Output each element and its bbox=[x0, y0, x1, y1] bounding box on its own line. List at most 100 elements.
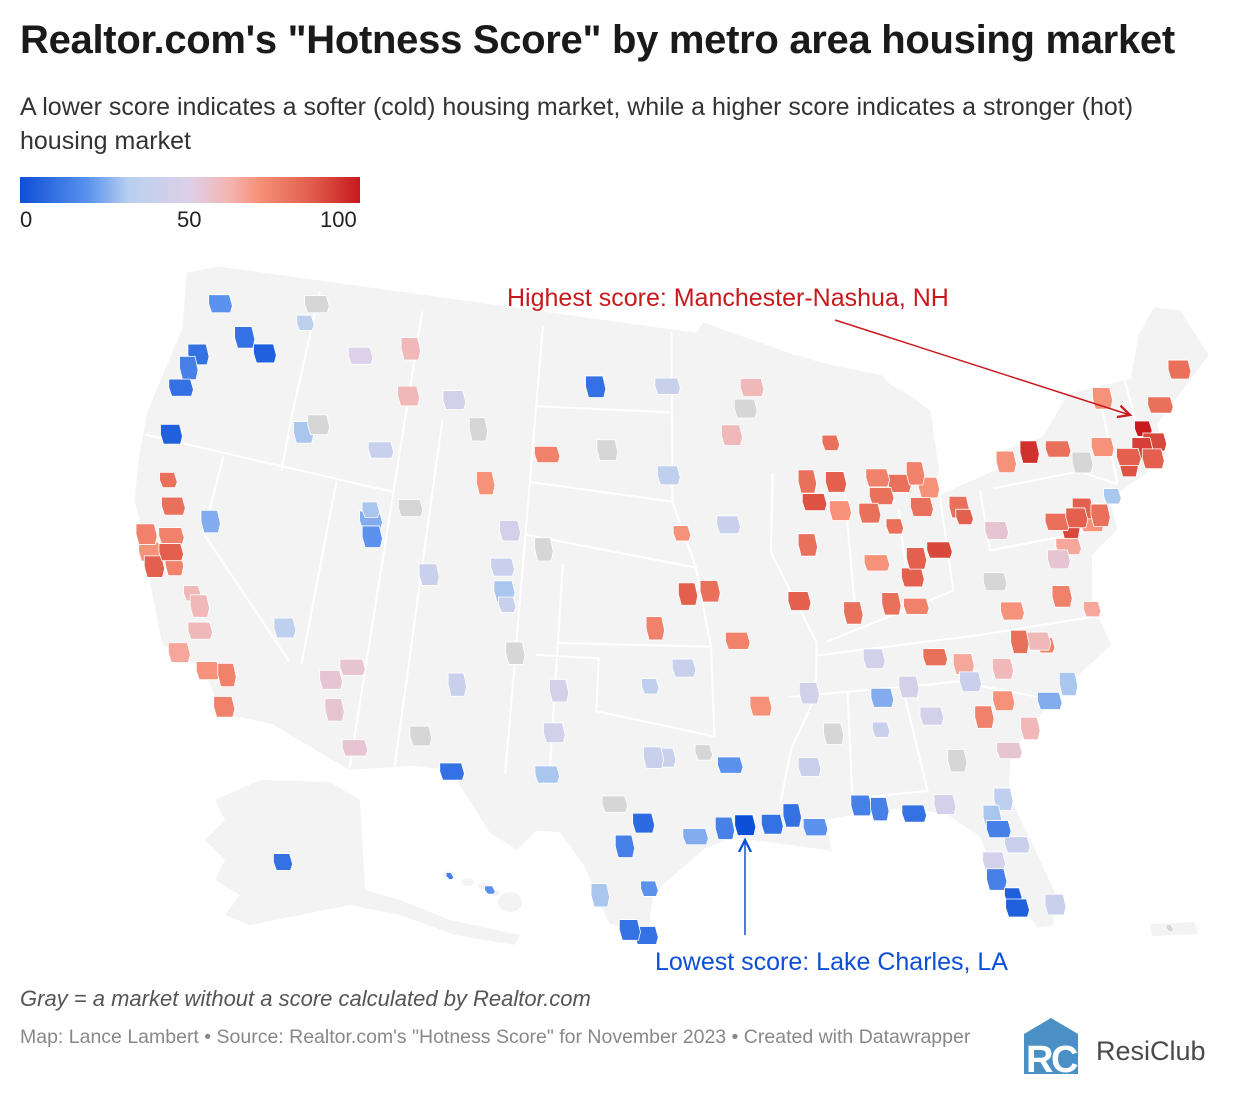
metro-area[interactable] bbox=[273, 853, 294, 871]
metro-area[interactable] bbox=[1000, 601, 1025, 621]
metro-area[interactable] bbox=[992, 690, 1016, 712]
metro-area[interactable] bbox=[654, 377, 681, 395]
metro-area[interactable] bbox=[1090, 503, 1111, 527]
metro-area[interactable] bbox=[926, 541, 953, 559]
metro-area[interactable] bbox=[135, 523, 158, 545]
metro-area[interactable] bbox=[534, 765, 561, 784]
metro-area[interactable] bbox=[160, 423, 183, 445]
metro-area[interactable] bbox=[1167, 359, 1192, 380]
metro-area[interactable] bbox=[885, 518, 905, 535]
metro-area[interactable] bbox=[933, 794, 957, 815]
metro-area[interactable] bbox=[476, 471, 496, 496]
metro-area[interactable] bbox=[445, 872, 455, 880]
metro-area[interactable] bbox=[442, 390, 467, 410]
metro-area[interactable] bbox=[158, 543, 184, 562]
metro-area[interactable] bbox=[1116, 447, 1142, 466]
metro-area[interactable] bbox=[643, 746, 665, 769]
metro-area[interactable] bbox=[656, 465, 681, 486]
metro-area-no-score[interactable] bbox=[397, 499, 424, 517]
metro-area[interactable] bbox=[797, 757, 822, 777]
metro-area[interactable] bbox=[986, 868, 1008, 891]
metro-area[interactable] bbox=[677, 582, 699, 606]
metro-area[interactable] bbox=[672, 525, 692, 542]
metro-area-no-score[interactable] bbox=[694, 744, 714, 761]
metro-area[interactable] bbox=[982, 851, 1006, 872]
metro-area[interactable] bbox=[1037, 691, 1063, 710]
metro-area[interactable] bbox=[671, 658, 697, 678]
metro-area[interactable] bbox=[1010, 629, 1030, 654]
metro-area[interactable] bbox=[955, 508, 974, 526]
metro-area[interactable] bbox=[870, 687, 895, 708]
metro-area[interactable] bbox=[1026, 631, 1052, 651]
metro-area[interactable] bbox=[749, 695, 773, 717]
metro-area[interactable] bbox=[484, 885, 496, 895]
metro-area[interactable] bbox=[802, 818, 829, 837]
metro-area[interactable] bbox=[187, 621, 213, 640]
metro-area[interactable] bbox=[640, 880, 659, 897]
metro-area[interactable] bbox=[400, 337, 421, 361]
metro-area-no-score[interactable] bbox=[505, 641, 526, 665]
metro-area-no-score[interactable] bbox=[468, 417, 489, 442]
metro-area-no-score[interactable] bbox=[1071, 451, 1094, 474]
metro-area[interactable] bbox=[725, 631, 751, 650]
metro-area[interactable] bbox=[324, 698, 345, 722]
metro-area[interactable] bbox=[590, 883, 610, 908]
metro-area[interactable] bbox=[1058, 671, 1079, 697]
metro-area[interactable] bbox=[1147, 396, 1174, 414]
metro-area[interactable] bbox=[1051, 585, 1073, 608]
metro-area[interactable] bbox=[716, 515, 741, 535]
metro-area[interactable] bbox=[717, 756, 744, 774]
metro-area[interactable] bbox=[901, 804, 927, 823]
metro-area[interactable] bbox=[919, 706, 945, 726]
metro-area[interactable] bbox=[159, 471, 178, 489]
metro-area[interactable] bbox=[863, 554, 891, 572]
metro-area[interactable] bbox=[1004, 836, 1031, 854]
metro-area[interactable] bbox=[870, 797, 890, 822]
metro-area[interactable] bbox=[614, 834, 636, 858]
metro-area[interactable] bbox=[632, 812, 656, 834]
metro-area[interactable] bbox=[397, 385, 421, 407]
metro-area[interactable] bbox=[361, 501, 381, 518]
metro-area-no-score[interactable] bbox=[534, 537, 554, 562]
metro-area[interactable] bbox=[714, 816, 736, 840]
metro-area[interactable] bbox=[548, 679, 570, 703]
metro-area[interactable] bbox=[339, 658, 366, 676]
metro-area[interactable] bbox=[720, 424, 743, 446]
metro-area[interactable] bbox=[682, 828, 709, 846]
metro-area[interactable] bbox=[974, 705, 995, 729]
metro-area[interactable] bbox=[901, 567, 925, 588]
metro-area[interactable] bbox=[1020, 716, 1041, 741]
metro-area[interactable] bbox=[843, 601, 864, 625]
metro-area[interactable] bbox=[585, 375, 607, 398]
metro-area[interactable] bbox=[1005, 898, 1030, 918]
metro-area[interactable] bbox=[179, 355, 199, 381]
metro-area-no-score[interactable] bbox=[409, 725, 433, 747]
metro-area[interactable] bbox=[319, 669, 343, 690]
metro-area[interactable] bbox=[347, 346, 374, 365]
metro-area[interactable] bbox=[361, 525, 383, 548]
metro-area[interactable] bbox=[341, 739, 369, 757]
metro-area[interactable] bbox=[618, 919, 641, 941]
metro-area[interactable] bbox=[952, 653, 975, 675]
metro-area-no-score[interactable] bbox=[947, 749, 968, 773]
metro-area[interactable] bbox=[439, 762, 465, 781]
metro-area[interactable] bbox=[490, 557, 515, 577]
metro-area-no-score[interactable] bbox=[982, 572, 1008, 592]
metro-area-no-score[interactable] bbox=[1165, 924, 1175, 932]
metro-area[interactable] bbox=[903, 597, 930, 615]
metro-area[interactable] bbox=[984, 521, 1009, 540]
metro-area[interactable] bbox=[542, 722, 566, 744]
metro-area[interactable] bbox=[1044, 893, 1067, 916]
metro-area[interactable] bbox=[986, 820, 1012, 839]
metro-area[interactable] bbox=[992, 658, 1014, 680]
metro-area[interactable] bbox=[447, 672, 468, 697]
metro-area[interactable] bbox=[1090, 437, 1115, 457]
metro-area[interactable] bbox=[906, 547, 928, 570]
metro-area[interactable] bbox=[699, 580, 721, 603]
metro-area[interactable] bbox=[1103, 488, 1122, 505]
metro-area[interactable] bbox=[167, 642, 191, 663]
metro-area[interactable] bbox=[862, 648, 886, 670]
metro-area[interactable] bbox=[798, 681, 820, 705]
metro-area[interactable] bbox=[825, 471, 848, 493]
metro-area[interactable] bbox=[910, 497, 934, 517]
